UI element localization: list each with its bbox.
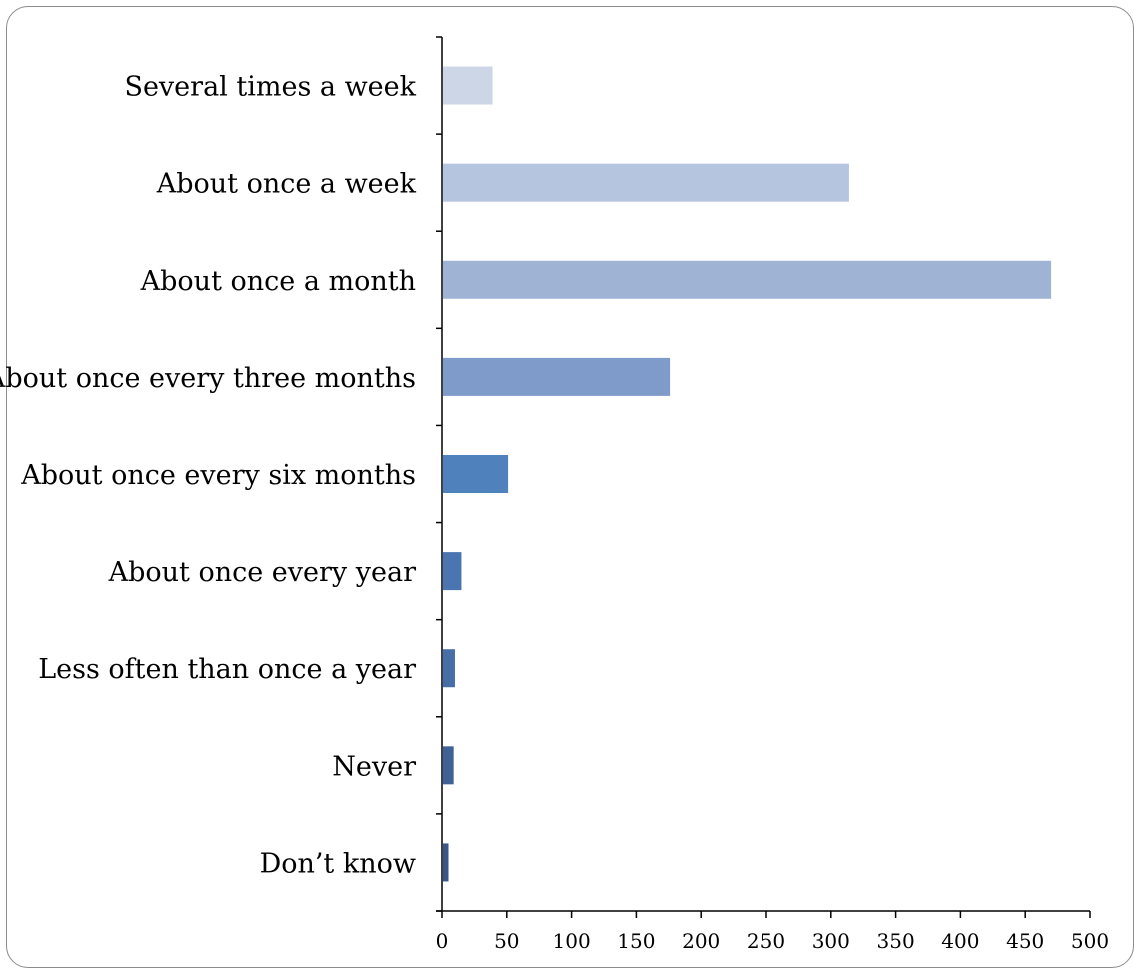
value-tick-label: 350 [877, 929, 915, 953]
category-label: About once every three months [0, 363, 416, 394]
category-label: Several times a week [124, 72, 416, 103]
value-tick-label: 250 [747, 929, 785, 953]
category-label: About once every six months [20, 460, 416, 491]
value-tick-label: 100 [553, 929, 591, 953]
bar-6 [443, 649, 455, 688]
category-label: Less often than once a year [38, 654, 416, 685]
category-label: About once a month [140, 266, 416, 297]
value-tick-label: 0 [436, 929, 449, 953]
value-tick-label: 500 [1071, 929, 1109, 953]
bar-4 [443, 455, 509, 493]
value-tick-label: 450 [1006, 929, 1044, 953]
bar-7 [443, 746, 454, 785]
category-labels-layer: Several times a week About once a week Abo… [0, 72, 417, 880]
value-tick-label: 300 [812, 929, 850, 953]
value-tick-label: 200 [682, 929, 720, 953]
tick-labels-layer: 0 50 100 150 200 250 300 350 400 450 500 [436, 929, 1109, 953]
bar-5 [443, 552, 462, 591]
bar-0 [443, 66, 493, 105]
category-label: About once a week [156, 169, 417, 200]
bars-layer [443, 66, 1052, 882]
axis-layer [436, 36, 1091, 918]
bar-3 [443, 357, 671, 396]
value-tick-label: 400 [941, 929, 979, 953]
bar-8 [443, 843, 449, 882]
value-tick-label: 150 [617, 929, 655, 953]
value-tick-label: 50 [494, 929, 519, 953]
category-label: Don’t know [260, 848, 416, 879]
category-label: About once every year [108, 557, 416, 588]
bar-2 [443, 260, 1052, 299]
category-label: Never [332, 751, 416, 782]
bar-1 [443, 163, 849, 202]
